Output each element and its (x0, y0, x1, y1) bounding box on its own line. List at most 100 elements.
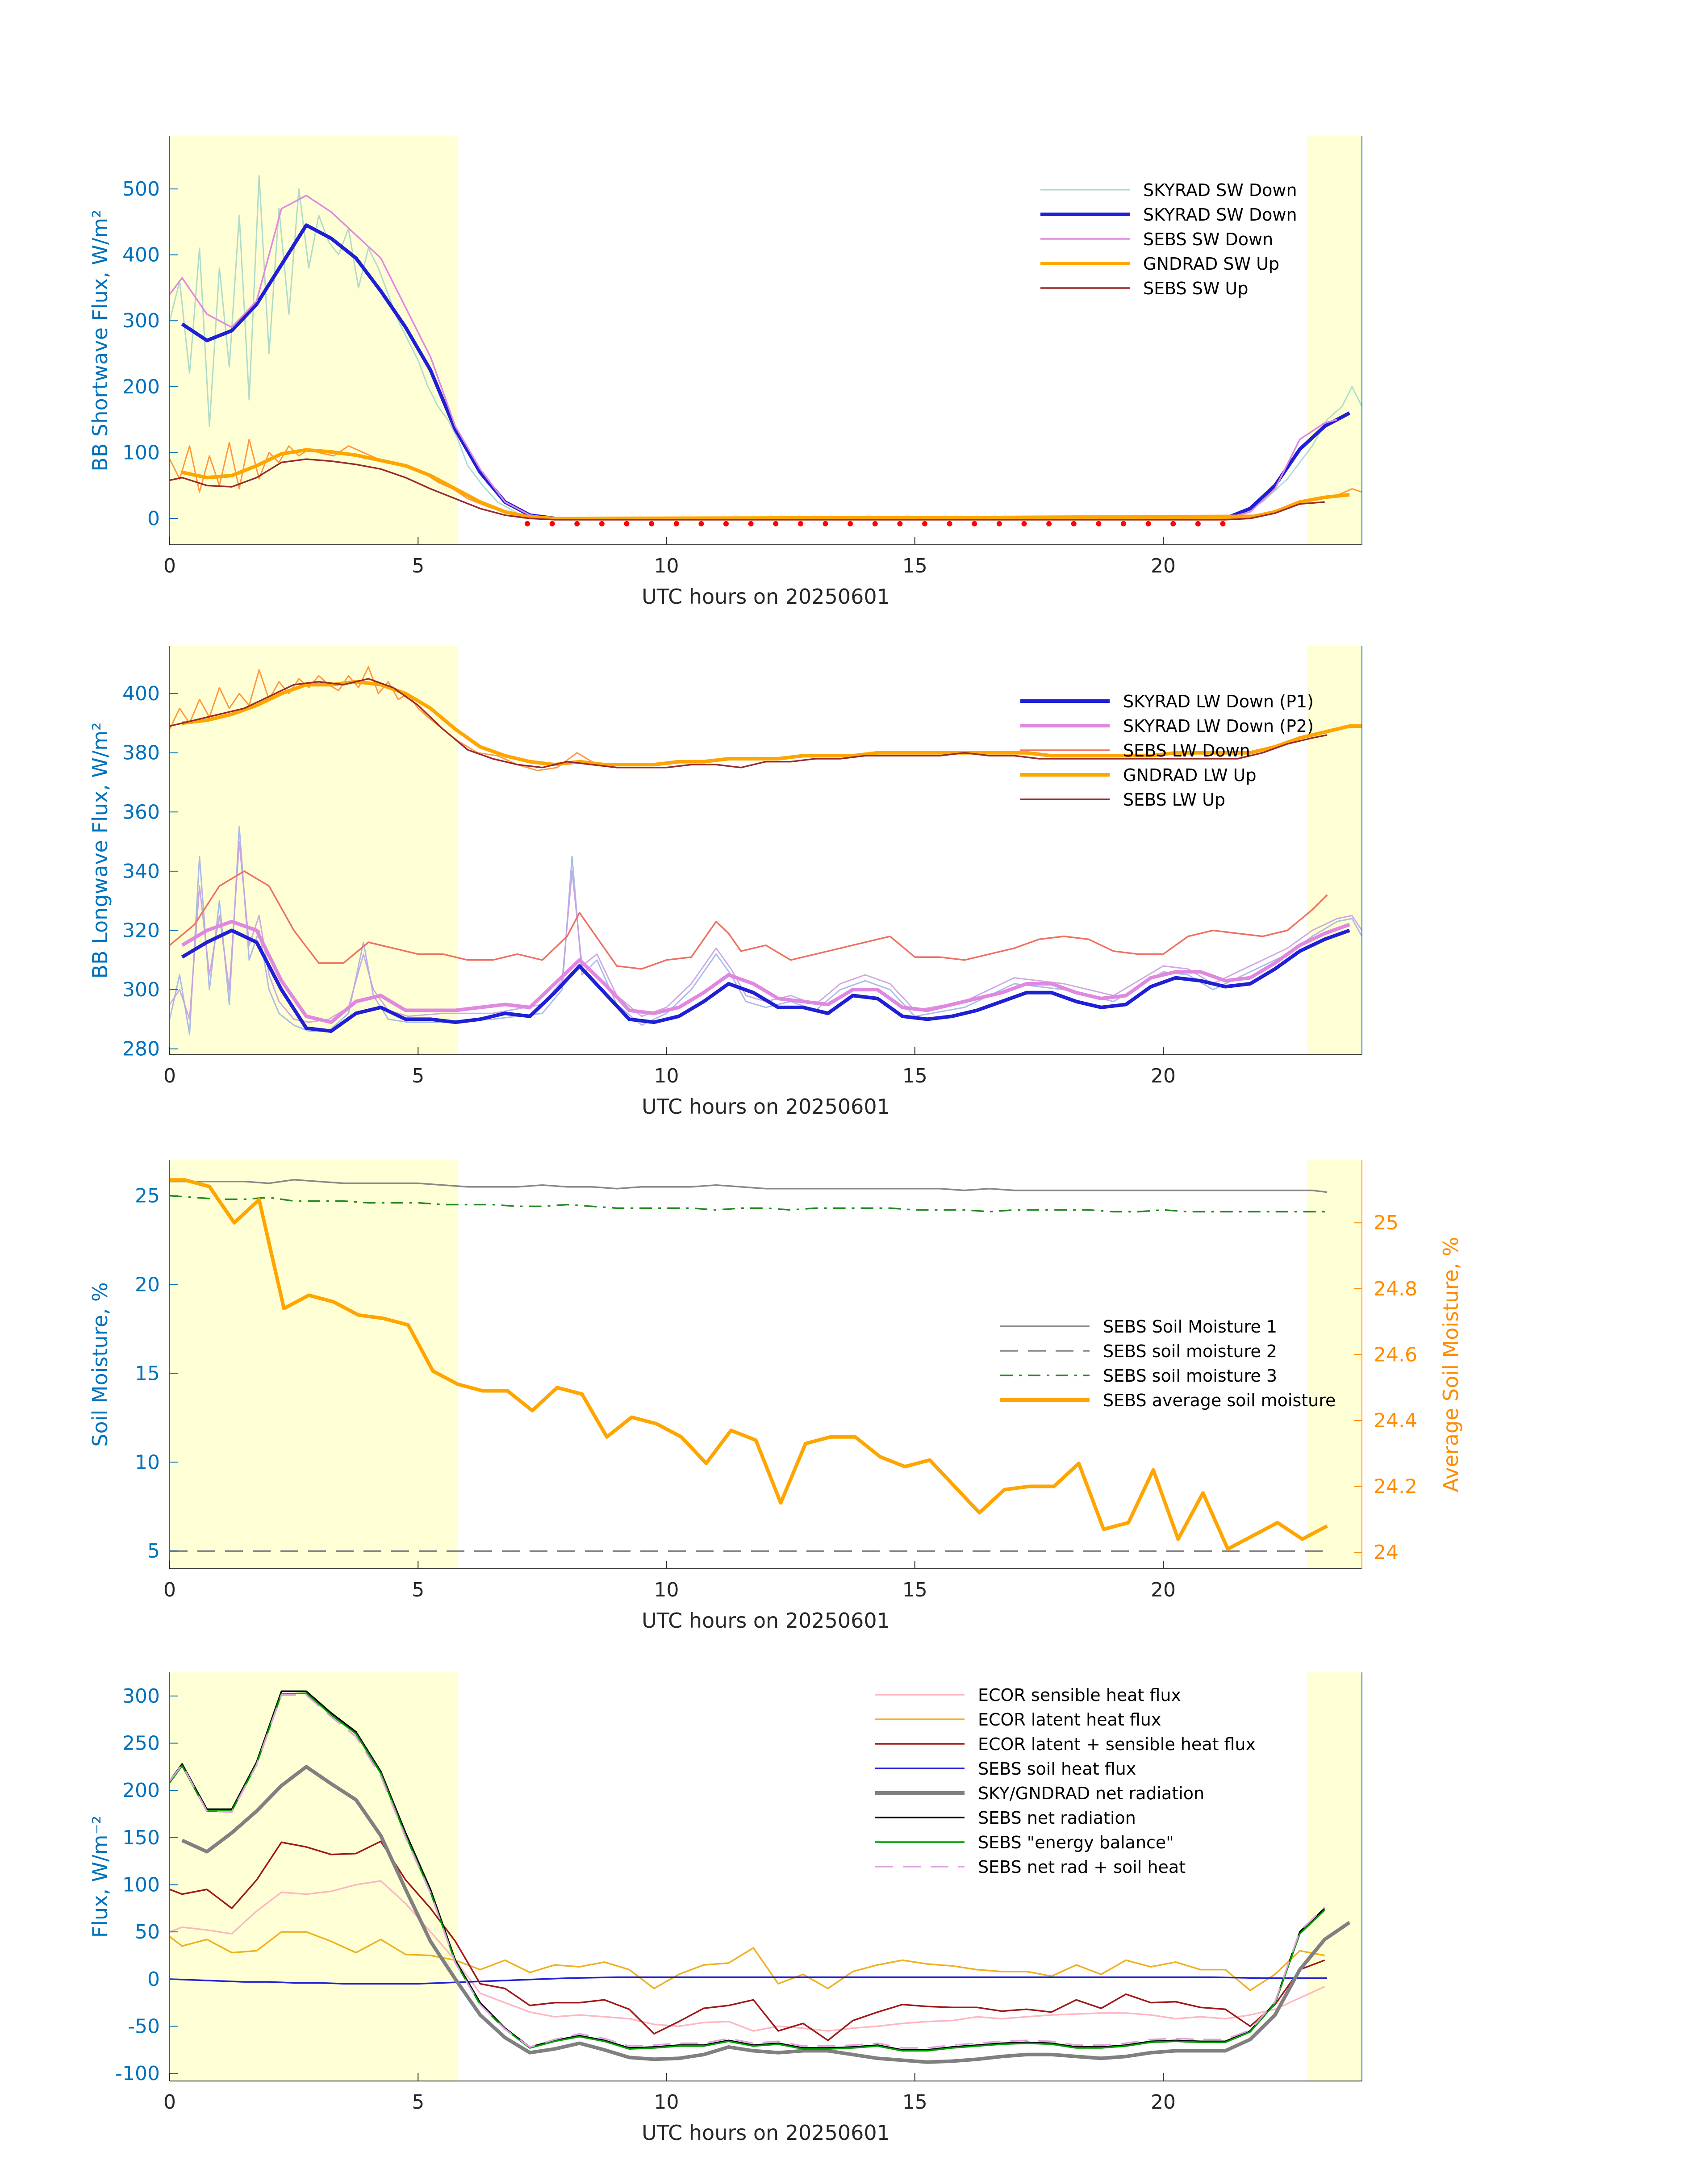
shaded-region-1 (170, 1160, 458, 1569)
legend-label: SKYRAD LW Down (P1) (1123, 692, 1314, 711)
y-right-axis-label: Average Soil Moisture, % (1439, 1237, 1463, 1492)
marker-point (1046, 521, 1052, 526)
marker-point (972, 521, 977, 526)
legend-label: SEBS net radiation (978, 1808, 1136, 1828)
legend-label: SEBS soil heat flux (978, 1759, 1136, 1779)
x-axis-label: UTC hours on 20250601 (642, 585, 890, 609)
marker-point (599, 521, 605, 526)
x-axis-label: UTC hours on 20250601 (642, 2121, 890, 2145)
x-tick-label: 10 (654, 555, 679, 577)
y-tick-label: 100 (122, 441, 160, 464)
y-tick-label: -50 (128, 2015, 160, 2038)
legend-label: SEBS LW Down (1123, 741, 1250, 760)
marker-point (1096, 521, 1102, 526)
series-line-sebs-sw-up (170, 458, 1325, 521)
marker-point (574, 521, 580, 526)
x-tick-label: 5 (412, 1065, 424, 1087)
legend-label: ECOR sensible heat flux (978, 1685, 1181, 1705)
series-group (170, 1178, 1328, 1552)
series-line-sebs-soil-heat-flux (170, 1976, 1328, 1985)
series-line-ecor-sensible-heat-flux (170, 1880, 1325, 2032)
series-line-sebs-net-rad-soil-heat (170, 1694, 1325, 2049)
series-line-gndrad-lw-up-raw (170, 666, 617, 771)
y-tick-label: 300 (122, 978, 160, 1001)
legend-label: SEBS LW Up (1123, 790, 1225, 810)
y-tick-label: 50 (135, 1921, 160, 1943)
legend-label: SKYRAD LW Down (P2) (1123, 716, 1314, 736)
x-tick-label: 15 (902, 1065, 927, 1087)
x-tick-label: 20 (1151, 2091, 1176, 2114)
shaded-region-2 (1307, 646, 1362, 1055)
marker-point (897, 521, 903, 526)
y-tick-label: 400 (122, 244, 160, 267)
series-group (170, 666, 1362, 1035)
series-line-sebs-net-radiation (170, 1690, 1325, 2051)
shaded-region-2 (1307, 136, 1362, 545)
legend-label: SEBS soil moisture 2 (1103, 1341, 1277, 1361)
shaded-region-2 (1307, 1160, 1362, 1569)
y-axis-label: BB Shortwave Flux, W/m² (88, 209, 112, 471)
y-tick-label: 0 (147, 507, 160, 530)
marker-point (798, 521, 803, 526)
legend-label: ECOR latent heat flux (978, 1710, 1161, 1730)
series-line-sebs-lw-up (170, 678, 1328, 769)
marker-point (1220, 521, 1226, 526)
x-tick-label: 0 (163, 2091, 176, 2114)
marker-point (996, 521, 1002, 526)
y-axis-label: BB Longwave Flux, W/m² (88, 722, 112, 978)
legend: ECOR sensible heat flux ECOR latent heat … (875, 1685, 1256, 1877)
y-right-tick-label: 24.4 (1374, 1409, 1417, 1432)
marker-point (773, 521, 779, 526)
legend: SKYRAD LW Down (P1) SKYRAD LW Down (P2) SE… (1020, 692, 1314, 810)
marker-point (525, 521, 530, 526)
y-tick-label: 300 (122, 309, 160, 332)
y-tick-label: 25 (135, 1185, 160, 1208)
x-axis-label: UTC hours on 20250601 (642, 1609, 890, 1633)
y-tick-label: 280 (122, 1038, 160, 1061)
marker-point (698, 521, 704, 526)
marker-point (649, 521, 655, 526)
series-group (170, 1690, 1351, 2064)
legend-label: SEBS SW Down (1143, 230, 1273, 249)
y-tick-label: -100 (115, 2062, 160, 2085)
series-line-sebs-average-soil-moisture (170, 1178, 1328, 1551)
marker-point (1121, 521, 1126, 526)
series-line-skyrad-sw-down (181, 223, 1351, 520)
shaded-region-2 (1307, 1672, 1362, 2081)
marker-point (723, 521, 729, 526)
y-tick-label: 0 (147, 1968, 160, 1991)
legend-label: SEBS "energy balance" (978, 1833, 1174, 1852)
series-line-skyrad-lw-down-p2- (181, 919, 1350, 1024)
marker-point (922, 521, 927, 526)
legend-label: SKYRAD SW Down (1143, 205, 1297, 225)
series-line-sebs-energy-balance- (170, 1692, 1325, 2052)
series-line-sebs-soil-moisture-3 (170, 1195, 1328, 1213)
x-tick-label: 10 (654, 2091, 679, 2114)
y-axis-label: Flux, W/m⁻² (88, 1816, 112, 1938)
marker-point (624, 521, 630, 526)
panel-flux: 0 5 10 15 20 UTC hours on 20250601 -100 -50 0 50 1… (88, 1672, 1362, 2145)
legend-label: SEBS soil moisture 3 (1103, 1366, 1277, 1386)
marker-point (748, 521, 754, 526)
y-right-tick-label: 24.2 (1374, 1475, 1417, 1498)
x-tick-label: 0 (163, 1065, 176, 1087)
y-tick-label: 360 (122, 801, 160, 823)
legend: SEBS Soil Moisture 1 SEBS soil moisture 2… (1000, 1317, 1336, 1410)
y-right-tick-label: 25 (1374, 1212, 1399, 1234)
marker-point (947, 521, 952, 526)
y-tick-label: 340 (122, 860, 160, 883)
y-tick-label: 250 (122, 1732, 160, 1755)
x-tick-label: 5 (412, 1579, 424, 1601)
legend-label: SEBS Soil Moisture 1 (1103, 1317, 1277, 1337)
y-tick-label: 15 (135, 1362, 160, 1385)
series-line-ecor-latent-heat-flux (170, 1931, 1325, 1991)
y-tick-label: 500 (122, 178, 160, 201)
legend: SKYRAD SW Down SKYRAD SW Down SEBS SW Down… (1040, 180, 1297, 298)
x-tick-label: 20 (1151, 555, 1176, 577)
series-line-sebs-lw-down (170, 870, 1328, 970)
series-line-skyrad-lw-down-p1- (181, 928, 1350, 1033)
x-tick-label: 15 (902, 1579, 927, 1601)
y-tick-label: 400 (122, 682, 160, 705)
